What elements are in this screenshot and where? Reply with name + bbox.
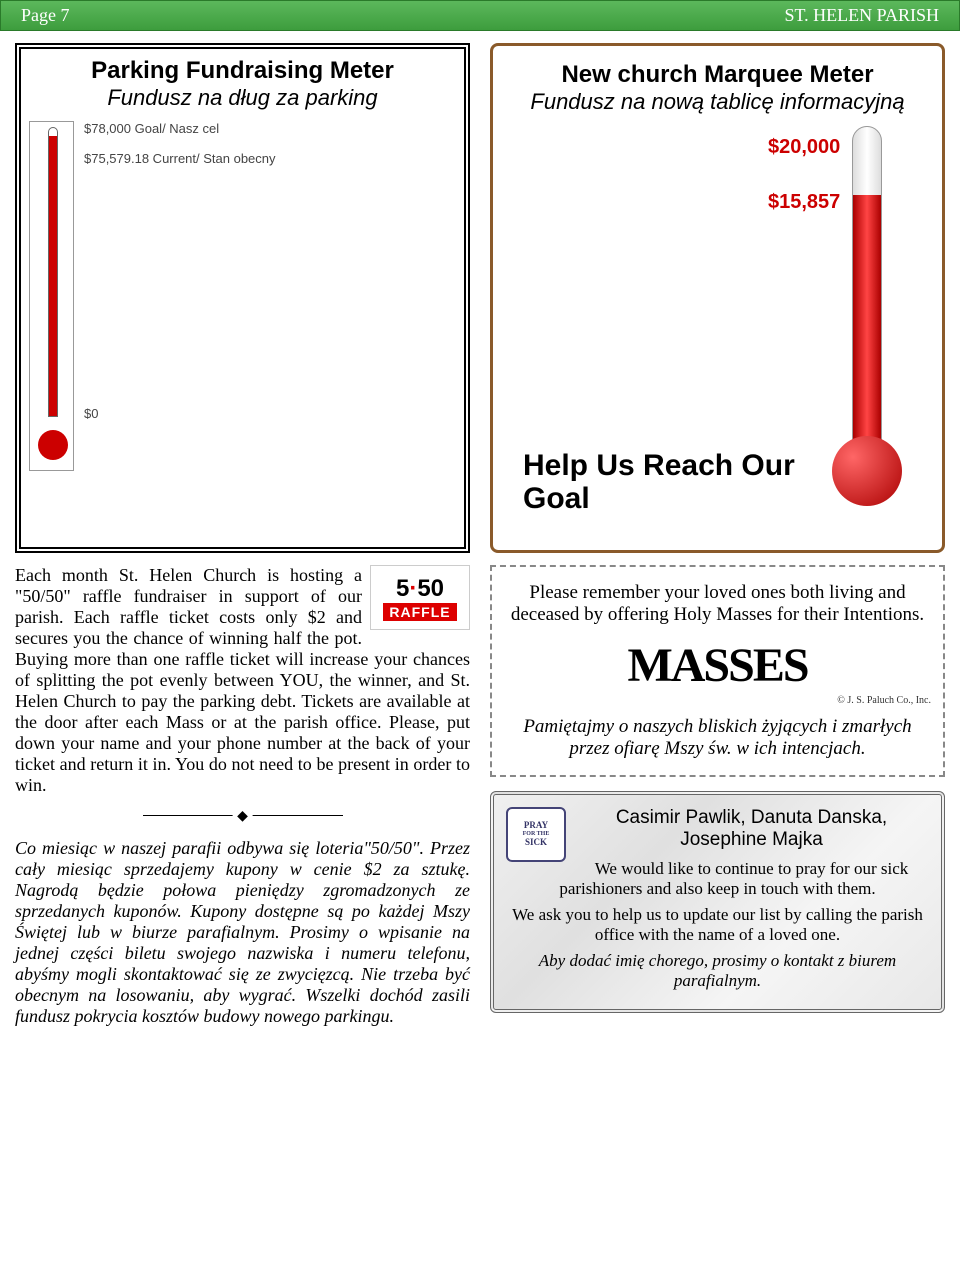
right-column: New church Marquee Meter Fundusz na nową… [490,43,945,1027]
content-row: Parking Fundraising Meter Fundusz na dłu… [0,31,960,1039]
masses-box: Please remember your loved ones both liv… [490,565,945,777]
left-column: Parking Fundraising Meter Fundusz na dłu… [15,43,470,1027]
raffle-english-text: 5·50 RAFFLE Each month St. Helen Church … [15,565,470,796]
pray-icon: PRAY FOR THE SICK [506,807,566,862]
parish-name: ST. HELEN PARISH [784,5,939,26]
current-label: $75,579.18 Current/ Stan obecny [84,151,276,166]
sick-p1: We would like to continue to pray for ou… [506,859,929,899]
sick-polish: Aby dodać imię chorego, prosimy o kontak… [506,951,929,991]
divider-icon [143,806,343,826]
zero-label: $0 [84,406,276,421]
masses-polish: Pamiętajmy o naszych bliskich żyjących i… [504,716,931,760]
marquee-meter-title: New church Marquee Meter Fundusz na nową… [508,61,927,115]
pray-for-sick-box: PRAY FOR THE SICK Casimir Pawlik, Danuta… [490,791,945,1013]
raffle-5050-icon: 5·50 RAFFLE [370,565,470,630]
parking-thermometer: $78,000 Goal/ Nasz cel $75,579.18 Curren… [29,121,456,471]
page-header: Page 7 ST. HELEN PARISH [0,0,960,31]
masses-credit: © J. S. Paluch Co., Inc. [504,695,931,706]
masses-logo: MASSES [504,638,931,693]
raffle-polish-text: Co miesiąc w naszej parafii odbywa się l… [15,838,470,1027]
thermometer-labels: $78,000 Goal/ Nasz cel $75,579.18 Curren… [84,121,276,436]
marquee-meter-box: New church Marquee Meter Fundusz na nową… [490,43,945,553]
page-number: Page 7 [21,5,70,26]
parking-meter-box: Parking Fundraising Meter Fundusz na dłu… [15,43,470,553]
goal-label: $78,000 Goal/ Nasz cel [84,121,276,136]
thermometer-icon [29,121,74,471]
sick-names: Casimir Pawlik, Danuta Danska, Josephine… [506,807,929,851]
marquee-thermometer-icon [827,126,907,506]
help-reach-goal-text: Help Us Reach Our Goal [523,449,803,515]
masses-english: Please remember your loved ones both liv… [504,582,931,626]
parking-meter-title: Parking Fundraising Meter Fundusz na dłu… [29,57,456,111]
sick-p2: We ask you to help us to update our list… [506,905,929,945]
